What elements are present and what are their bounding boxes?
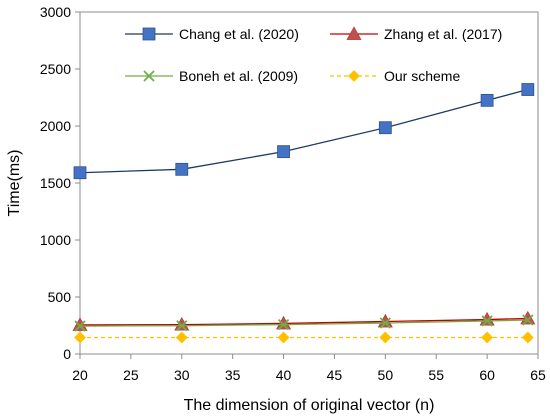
data-point [73, 166, 87, 180]
data-point [176, 320, 188, 332]
data-point [277, 145, 290, 159]
data-point [480, 93, 494, 107]
data-point [481, 331, 494, 344]
data-point [276, 315, 292, 330]
x-tick-label: 20 [72, 367, 88, 383]
legend-item: Chang et al. (2020) [125, 26, 299, 42]
x-tick-label: 60 [479, 367, 495, 383]
y-tick-label: 500 [48, 289, 72, 305]
axes: 0 500 1000 1500 2000 2500 3000 20 25 30 35 40 45 50 55… [40, 4, 546, 383]
series-line [79, 319, 528, 327]
legend-item: Our scheme [330, 68, 460, 84]
data-point [521, 331, 534, 344]
data-point [72, 317, 88, 331]
data-point [277, 331, 290, 344]
data-point [277, 318, 290, 331]
series-3 [74, 314, 534, 332]
legend-item: Zhang et al. (2017) [330, 26, 502, 42]
legend-label: Chang et al. (2020) [179, 26, 299, 42]
data-point [74, 320, 86, 332]
x-tick-label: 35 [225, 367, 241, 383]
plot-area-border [79, 11, 539, 355]
y-tick-label: 1500 [40, 175, 71, 191]
data-point [481, 315, 493, 327]
x-tick-label: 40 [276, 367, 292, 383]
legend-marker [346, 26, 362, 40]
data-point [175, 162, 189, 176]
data-point [521, 83, 535, 96]
legend-label: Boneh et al. (2009) [179, 68, 298, 84]
x-tick-label: 25 [123, 367, 139, 383]
series-group [72, 83, 536, 344]
y-axis-title: Time(ms) [6, 150, 23, 217]
data-point [74, 331, 86, 344]
series-1 [73, 83, 535, 180]
data-point [174, 316, 190, 331]
x-tick-label: 65 [530, 367, 546, 383]
series-2 [72, 310, 536, 331]
data-point [479, 311, 495, 326]
series-line [79, 88, 528, 174]
legend-item: Boneh et al. (2009) [125, 68, 298, 84]
data-point [377, 313, 393, 328]
x-tick-label: 50 [378, 367, 394, 383]
y-tick-label: 3000 [40, 4, 71, 20]
legend-marker [142, 27, 156, 41]
x-tick-label: 45 [327, 367, 343, 383]
y-tick-label: 0 [63, 346, 71, 362]
legend-marker [348, 70, 360, 82]
legend-label: Zhang et al. (2017) [384, 26, 502, 42]
legend: Chang et al. (2020) Zhang et al. (2017) Bo… [125, 26, 502, 84]
data-point [520, 310, 536, 325]
series-line [79, 317, 528, 326]
series-4 [74, 331, 534, 344]
y-tick-label: 2000 [40, 118, 71, 134]
data-point [522, 314, 534, 326]
data-point [378, 121, 392, 135]
legend-marker [143, 70, 155, 82]
x-tick-label: 55 [428, 367, 444, 383]
data-point [379, 331, 392, 344]
x-tick-label: 30 [174, 367, 190, 383]
data-point [175, 331, 188, 344]
legend-label: Our scheme [384, 68, 460, 84]
x-axis-title: The dimension of original vector (n) [184, 397, 435, 414]
y-tick-label: 1000 [40, 232, 71, 248]
data-point [379, 317, 391, 329]
y-tick-label: 2500 [40, 61, 71, 77]
